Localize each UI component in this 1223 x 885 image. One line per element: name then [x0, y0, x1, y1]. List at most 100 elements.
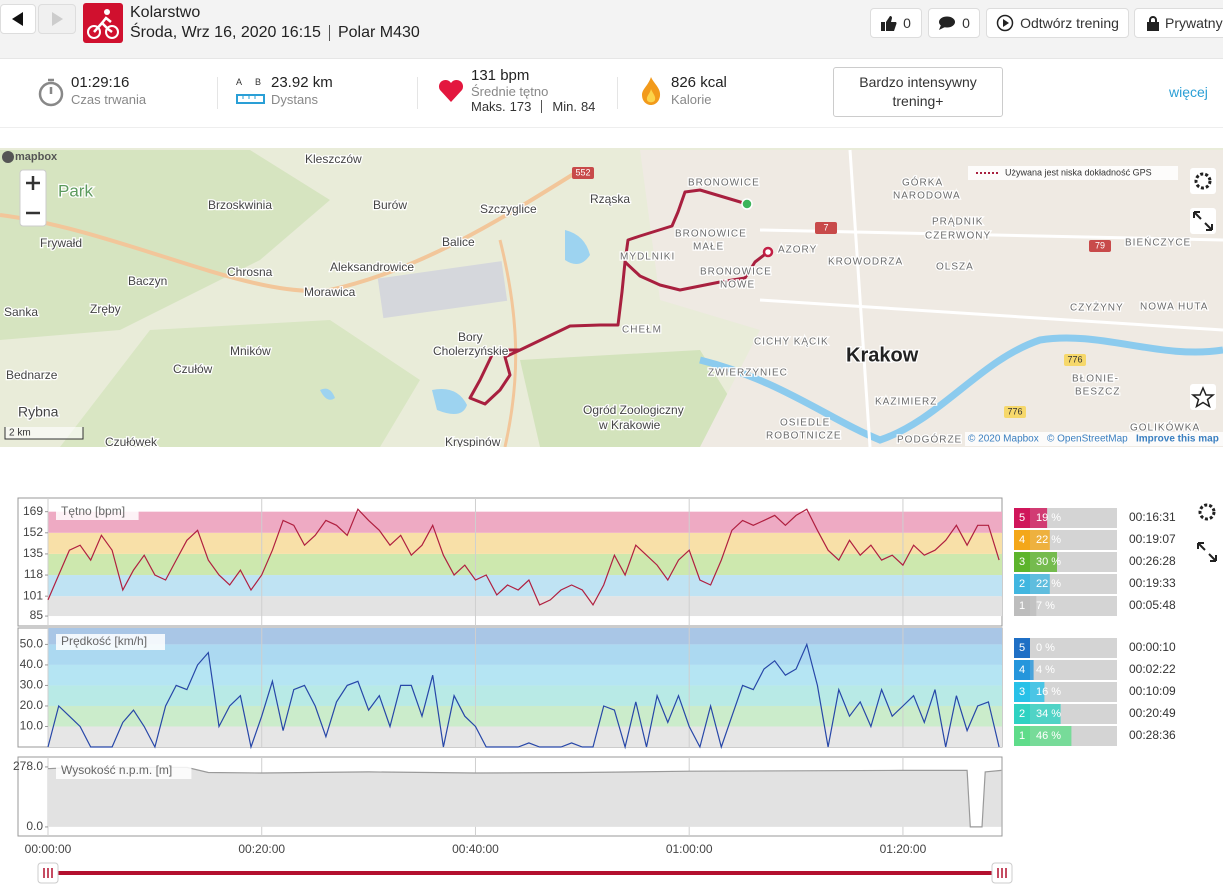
like-button[interactable]: 0	[870, 8, 922, 38]
district-label: BIEŃCZYCE	[1125, 236, 1191, 249]
session-info: Środa, Wrz 16, 2020 16:15 Polar M430	[130, 24, 420, 42]
zone-band	[48, 553, 1002, 576]
place-label: Frywałd	[40, 236, 82, 250]
play-icon	[996, 14, 1014, 32]
zone-bar	[1030, 704, 1061, 724]
replay-button[interactable]: Odtwórz trening	[986, 8, 1129, 38]
session-datetime: Środa, Wrz 16, 2020 16:15	[130, 24, 321, 41]
zone-percent: 4 %	[1036, 664, 1055, 676]
chart-settings[interactable]	[1198, 503, 1216, 521]
min-value: 84	[580, 99, 596, 114]
zone-bar	[1030, 508, 1048, 528]
training-load[interactable]: Bardzo intensywny trening+	[833, 67, 1003, 117]
heart-icon	[438, 79, 464, 102]
district-label: MYDLNIKI	[620, 252, 675, 263]
zone-level: 5	[1019, 512, 1025, 524]
district-label: MAŁE	[693, 242, 724, 253]
district-label: GÓRKA	[902, 176, 943, 189]
forward-button[interactable]	[38, 4, 76, 34]
y-tick-label: 152	[23, 525, 43, 539]
map-fullscreen[interactable]	[1190, 208, 1216, 234]
district-label: BŁONIE-	[1072, 374, 1119, 385]
forward-icon	[52, 12, 63, 26]
scale-label: 2 km	[9, 428, 31, 439]
privacy-label: Prywatny	[1165, 15, 1223, 31]
replay-label: Odtwórz trening	[1020, 15, 1119, 31]
zone-time: 00:10:09	[1129, 684, 1176, 698]
chart-title: Prędkość [km/h]	[61, 634, 147, 648]
route-start	[741, 198, 753, 210]
zone-band	[48, 628, 1002, 645]
place-label: Ogród Zoologiczny	[583, 403, 684, 417]
district-label: PODGÓRZE	[897, 433, 962, 446]
map-favorite[interactable]	[1190, 384, 1216, 410]
x-tick-label: 01:20:00	[880, 842, 927, 856]
comment-icon	[939, 16, 956, 30]
y-tick-label: 0.0	[26, 819, 43, 833]
place-label: Bednarze	[6, 368, 58, 382]
device-name: Polar M430	[337, 24, 420, 41]
scale-bar	[4, 427, 84, 440]
training-load-label: Bardzo intensywny trening+	[859, 74, 977, 109]
back-button[interactable]	[0, 4, 36, 34]
zone-percent: 7 %	[1036, 600, 1055, 612]
chart-fullscreen[interactable]	[1197, 542, 1217, 562]
map-settings[interactable]	[1190, 168, 1216, 194]
summary-bar: 01:29:16 Czas trwania AB 23.92 km Dystan…	[0, 59, 1223, 128]
place-label: Rybna	[18, 404, 59, 420]
district-label: AZORY	[778, 245, 817, 256]
forest	[0, 150, 330, 340]
back-icon	[12, 12, 23, 26]
zoom-in[interactable]	[26, 176, 40, 190]
zone-time: 00:19:33	[1129, 576, 1176, 590]
attribution[interactable]: © OpenStreetMap	[1047, 434, 1128, 445]
zone-level-box	[1014, 508, 1030, 528]
zone-percent: 34 %	[1036, 708, 1061, 720]
attribution[interactable]: Improve this map	[1136, 434, 1219, 445]
zone-time: 00:02:22	[1129, 662, 1176, 676]
road-number: 552	[575, 167, 590, 177]
ruler-icon	[236, 94, 265, 104]
road	[759, 149, 1223, 447]
attribution-box	[965, 432, 1223, 446]
min-label: Min.	[552, 99, 577, 114]
divider	[217, 77, 218, 109]
zone-level: 3	[1019, 686, 1025, 698]
distance-value: 23.92 km	[271, 74, 333, 91]
y-tick-label: 85	[30, 608, 44, 622]
road-badge	[572, 167, 594, 179]
zone-time: 00:00:10	[1129, 640, 1176, 654]
handle-grip	[997, 868, 1007, 878]
zone-bar	[1030, 552, 1057, 572]
zone-time: 00:05:48	[1129, 598, 1176, 612]
max-label: Maks.	[471, 99, 506, 114]
separator	[541, 100, 543, 113]
zone-level-box	[1014, 660, 1030, 680]
zone-band	[48, 511, 1002, 533]
zone-percent: 22 %	[1036, 578, 1061, 590]
x-tick-label: 01:00:00	[666, 842, 713, 856]
time-slider[interactable]	[37, 862, 1013, 884]
lake	[432, 389, 467, 414]
road	[0, 168, 582, 293]
place-label: Szczyglice	[480, 202, 537, 216]
district-label: CHEŁM	[622, 325, 662, 336]
privacy-button[interactable]: Prywatny	[1134, 8, 1223, 38]
more-link[interactable]: więcej	[1169, 84, 1208, 100]
attribution[interactable]: © 2020 Mapbox	[968, 434, 1039, 445]
chart-title-box	[56, 763, 192, 779]
road	[498, 239, 518, 447]
zone-band	[48, 575, 1002, 597]
place-label: Czułów	[173, 362, 213, 376]
zone-level: 2	[1019, 578, 1025, 590]
zone-level: 1	[1019, 730, 1025, 742]
district-label: ZWIERZYNIEC	[708, 368, 788, 379]
map[interactable]: Używana jest niska dokładność GPS mapbox…	[0, 148, 1223, 449]
x-tick-label: 00:20:00	[238, 842, 285, 856]
district-label: NARODOWA	[893, 191, 961, 202]
city-area	[640, 150, 1223, 447]
comment-button[interactable]: 0	[928, 8, 980, 38]
zone-band	[48, 726, 1002, 747]
district-label: NOWA HUTA	[1140, 302, 1208, 313]
district-label: CZERWONY	[925, 231, 991, 242]
